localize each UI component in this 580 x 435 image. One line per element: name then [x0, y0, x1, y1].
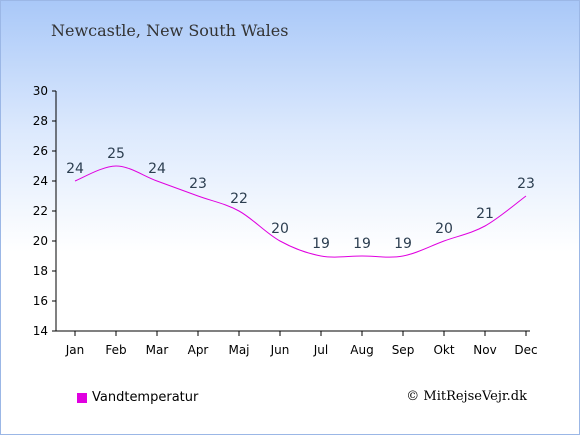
data-label: 19 [394, 236, 412, 252]
data-label: 21 [476, 206, 494, 222]
y-tick-label: 28 [33, 114, 48, 128]
x-tick-label: Sep [392, 343, 415, 357]
series-marks: 24 25 24 23 22 20 19 19 19 20 21 23 [66, 146, 535, 258]
credit-text: © MitRejseVejr.dk [406, 389, 527, 404]
data-label: 24 [148, 161, 166, 177]
x-tick-label: Okt [433, 343, 454, 357]
legend-swatch [77, 392, 87, 403]
y-tick-label: 14 [33, 324, 48, 338]
y-tick-label: 26 [33, 144, 48, 158]
x-tick-label: Jul [313, 343, 328, 357]
x-tick-label: Jan [65, 343, 85, 357]
data-label: 20 [271, 221, 289, 237]
x-tick-label: Nov [473, 343, 496, 357]
data-label: 24 [66, 161, 84, 177]
y-tick-label: 30 [33, 84, 48, 98]
y-tick-label: 18 [33, 264, 48, 278]
x-tick-label: Dec [514, 343, 537, 357]
series-line [74, 165, 527, 258]
data-label: 23 [189, 176, 207, 192]
chart-title: Newcastle, New South Wales [51, 21, 289, 40]
legend-label: Vandtemperatur [92, 390, 199, 405]
x-tick-label: Jun [270, 343, 290, 357]
data-label: 19 [312, 236, 330, 252]
x-tick-label: Aug [350, 343, 373, 357]
x-tick-label: Maj [228, 343, 249, 357]
data-label: 22 [230, 191, 248, 207]
y-tick-label: 22 [33, 204, 48, 218]
data-label: 25 [107, 146, 125, 162]
x-tick-label: Apr [188, 343, 209, 357]
axes: 14 16 18 20 22 24 26 28 30 Jan Feb Mar Apr Maj Jun Jul A… [33, 84, 538, 357]
y-tick-label: 16 [33, 294, 48, 308]
data-label: 19 [353, 236, 371, 252]
data-label: 23 [517, 176, 535, 192]
legend: Vandtemperatur [77, 390, 198, 405]
x-tick-label: Mar [146, 343, 169, 357]
y-tick-label: 24 [33, 174, 48, 188]
data-label: 20 [435, 221, 453, 237]
y-tick-label: 20 [33, 234, 48, 248]
x-tick-label: Feb [105, 343, 126, 357]
